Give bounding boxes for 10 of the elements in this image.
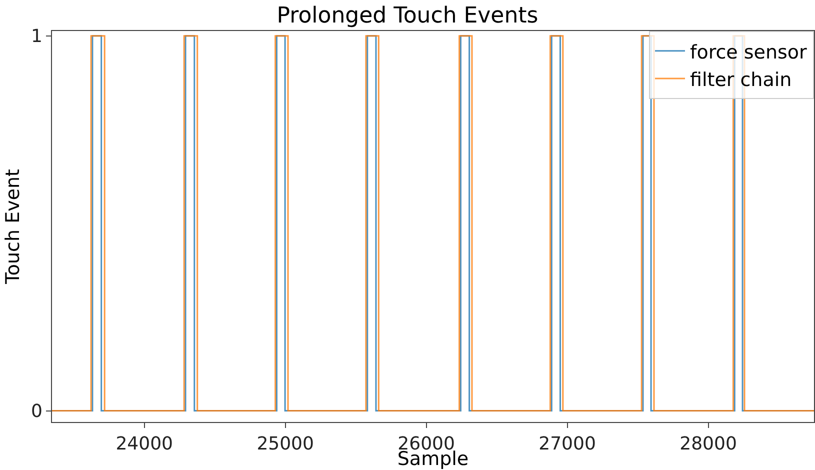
y-tick-label: 0 (30, 401, 42, 422)
legend-label: force sensor (690, 41, 808, 64)
x-tick-label: 28000 (680, 434, 737, 455)
x-tick-label: 25000 (256, 434, 314, 455)
x-tick-label: 27000 (538, 434, 596, 455)
legend-label: filter chain (690, 68, 792, 91)
y-tick-label: 1 (30, 26, 42, 48)
chart-title: Prolonged Touch Events (276, 3, 538, 28)
y-axis-title: Touch Event (2, 168, 24, 286)
x-tick-label: 24000 (116, 434, 173, 455)
